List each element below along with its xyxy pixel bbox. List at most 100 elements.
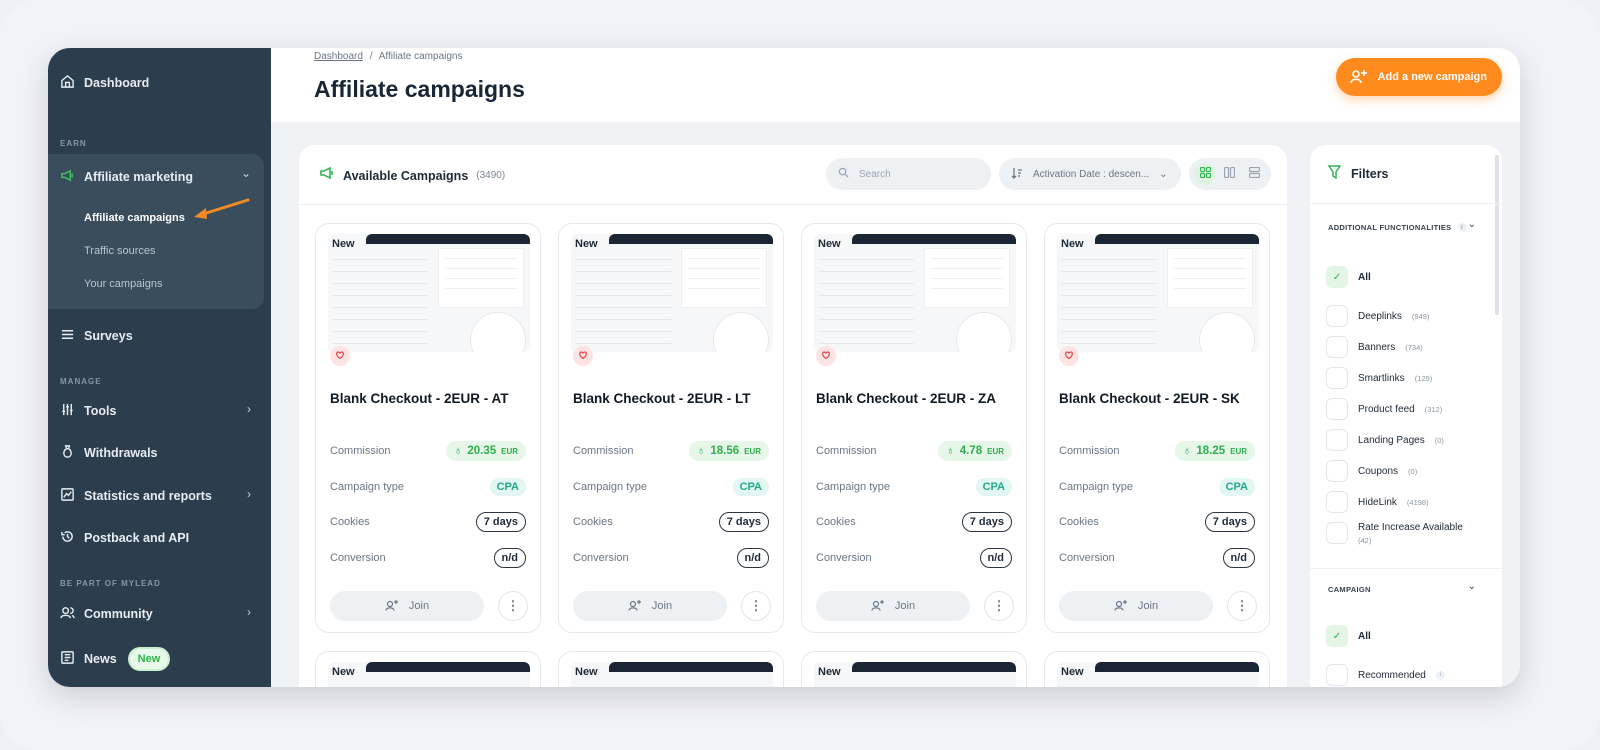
filter-option-all[interactable]: ✓ All: [1326, 625, 1371, 647]
sidebar-item-dashboard[interactable]: Dashboard: [60, 74, 149, 92]
section-additional-functionalities[interactable]: ADDITIONAL FUNCTIONALITIES i: [1328, 223, 1467, 232]
columns-view-button[interactable]: [1219, 163, 1241, 185]
type-badge: CPA: [489, 478, 526, 496]
more-options-button[interactable]: ⋮: [498, 591, 528, 621]
join-button[interactable]: Join: [330, 591, 484, 621]
cookies-badge: 7 days: [718, 512, 769, 532]
join-button[interactable]: Join: [573, 591, 727, 621]
filter-option[interactable]: Landing Pages (0): [1326, 429, 1444, 451]
sidebar-item-news[interactable]: News New: [60, 649, 169, 669]
sidebar-item-statistics[interactable]: Statistics and reports: [60, 487, 212, 505]
campaign-thumbnail: [328, 234, 530, 352]
divider: [299, 204, 1287, 205]
campaign-title[interactable]: Blank Checkout - 2EUR - SK: [1059, 391, 1240, 406]
sidebar-item-tools[interactable]: Tools: [60, 402, 116, 420]
chevron-down-icon[interactable]: ⌄: [240, 166, 251, 180]
cookies-label: Cookies: [330, 516, 370, 528]
campaign-thumbnail: [328, 662, 530, 687]
money-bag-icon: ♁: [1182, 445, 1192, 457]
sidebar-subitem-affiliate-campaigns[interactable]: Affiliate campaigns: [84, 212, 185, 224]
campaign-card[interactable]: New Blank Checkout - 2EUR - ZA Commissio…: [801, 223, 1027, 633]
checkbox[interactable]: [1326, 305, 1348, 327]
checkbox[interactable]: [1326, 429, 1348, 451]
filter-option[interactable]: Rate Increase Available (42): [1326, 522, 1463, 545]
checkbox-checked[interactable]: ✓: [1326, 266, 1348, 288]
filter-option[interactable]: Recommended i: [1326, 664, 1445, 686]
favorite-button[interactable]: [573, 346, 593, 366]
campaign-card[interactable]: New: [1044, 651, 1270, 687]
sidebar-item-community[interactable]: Community: [60, 605, 153, 623]
join-button[interactable]: Join: [816, 591, 970, 621]
favorite-button[interactable]: [816, 346, 836, 366]
checkbox[interactable]: [1326, 398, 1348, 420]
campaign-title[interactable]: Blank Checkout - 2EUR - ZA: [816, 391, 997, 406]
conversion-badge: n/d: [493, 548, 526, 568]
filter-option[interactable]: Banners (734): [1326, 336, 1423, 358]
checkbox[interactable]: [1326, 491, 1348, 513]
filter-option-all[interactable]: ✓ All: [1326, 266, 1371, 288]
history-icon: [60, 529, 75, 547]
campaign-title[interactable]: Blank Checkout - 2EUR - AT: [330, 391, 509, 406]
checkbox-checked[interactable]: ✓: [1326, 625, 1348, 647]
filter-label: Smartlinks: [1358, 372, 1405, 384]
type-badge: CPA: [975, 478, 1012, 496]
checkbox[interactable]: [1326, 367, 1348, 389]
checkbox[interactable]: [1326, 522, 1348, 544]
chevron-down-icon[interactable]: ⌄: [1467, 219, 1476, 230]
favorite-button[interactable]: [1059, 346, 1079, 366]
commission-row: Commission ♁ 18.25 EUR: [1059, 441, 1255, 461]
cookies-badge: 7 days: [475, 512, 526, 532]
filter-option[interactable]: Product feed (312): [1326, 398, 1442, 420]
campaign-thumbnail: [814, 662, 1016, 687]
type-row: Campaign type CPA: [330, 478, 526, 496]
breadcrumb-dashboard-link[interactable]: Dashboard: [314, 51, 363, 62]
filter-option[interactable]: HideLink (4198): [1326, 491, 1429, 513]
info-icon: i: [1435, 670, 1445, 680]
more-options-button[interactable]: ⋮: [1227, 591, 1257, 621]
sort-dropdown[interactable]: Activation Date : descen... ⌄: [999, 158, 1181, 190]
sidebar-item-affiliate-marketing[interactable]: Affiliate marketing: [60, 168, 193, 186]
campaign-card[interactable]: New: [558, 651, 784, 687]
more-options-button[interactable]: ⋮: [741, 591, 771, 621]
breadcrumb-separator: /: [369, 51, 373, 62]
campaign-card[interactable]: New Blank Checkout - 2EUR - AT Commissio…: [315, 223, 541, 633]
filter-icon: [1327, 165, 1342, 182]
currency: EUR: [987, 446, 1004, 456]
campaign-card[interactable]: New: [801, 651, 1027, 687]
add-campaign-button[interactable]: Add a new campaign: [1335, 58, 1502, 96]
sidebar-item-surveys[interactable]: Surveys: [60, 327, 133, 345]
sidebar-item-withdrawals[interactable]: Withdrawals: [60, 444, 158, 462]
checkbox[interactable]: [1326, 460, 1348, 482]
favorite-button[interactable]: [330, 346, 350, 366]
add-campaign-label: Add a new campaign: [1377, 71, 1487, 83]
filter-option[interactable]: Smartlinks (129): [1326, 367, 1432, 389]
campaign-card[interactable]: New Blank Checkout - 2EUR - LT Commissio…: [558, 223, 784, 633]
section-campaign[interactable]: CAMPAIGN: [1328, 585, 1371, 594]
sidebar-subitem-traffic-sources[interactable]: Traffic sources: [84, 245, 156, 257]
checkbox[interactable]: [1326, 664, 1348, 686]
more-icon: ⋮: [749, 598, 763, 613]
commission-row: Commission ♁ 18.56 EUR: [573, 441, 769, 461]
grid-view-button[interactable]: [1194, 163, 1217, 185]
commission-badge: ♁ 18.25 EUR: [1174, 441, 1255, 461]
filter-option[interactable]: Coupons (0): [1326, 460, 1417, 482]
campaign-title[interactable]: Blank Checkout - 2EUR - LT: [573, 391, 751, 406]
join-button[interactable]: Join: [1059, 591, 1213, 621]
cookies-label: Cookies: [816, 516, 856, 528]
type-row: Campaign type CPA: [573, 478, 769, 496]
more-options-button[interactable]: ⋮: [984, 591, 1014, 621]
conversion-label: Conversion: [330, 552, 386, 564]
sidebar-item-postback[interactable]: Postback and API: [60, 529, 189, 547]
search-input[interactable]: Search: [826, 158, 991, 190]
filter-option[interactable]: Deeplinks (949): [1326, 305, 1429, 327]
chevron-down-icon[interactable]: ⌄: [1467, 581, 1476, 592]
new-label: New: [818, 666, 841, 678]
main-content: Dashboard / Affiliate campaigns Affiliat…: [271, 48, 1520, 687]
scrollbar[interactable]: [1495, 155, 1499, 315]
sidebar-subitem-your-campaigns[interactable]: Your campaigns: [84, 278, 163, 290]
campaign-card[interactable]: New Blank Checkout - 2EUR - SK Commissio…: [1044, 223, 1270, 633]
checkbox[interactable]: [1326, 336, 1348, 358]
campaign-card[interactable]: New: [315, 651, 541, 687]
list-view-button[interactable]: [1244, 163, 1266, 185]
money-bag-icon: [60, 444, 75, 462]
